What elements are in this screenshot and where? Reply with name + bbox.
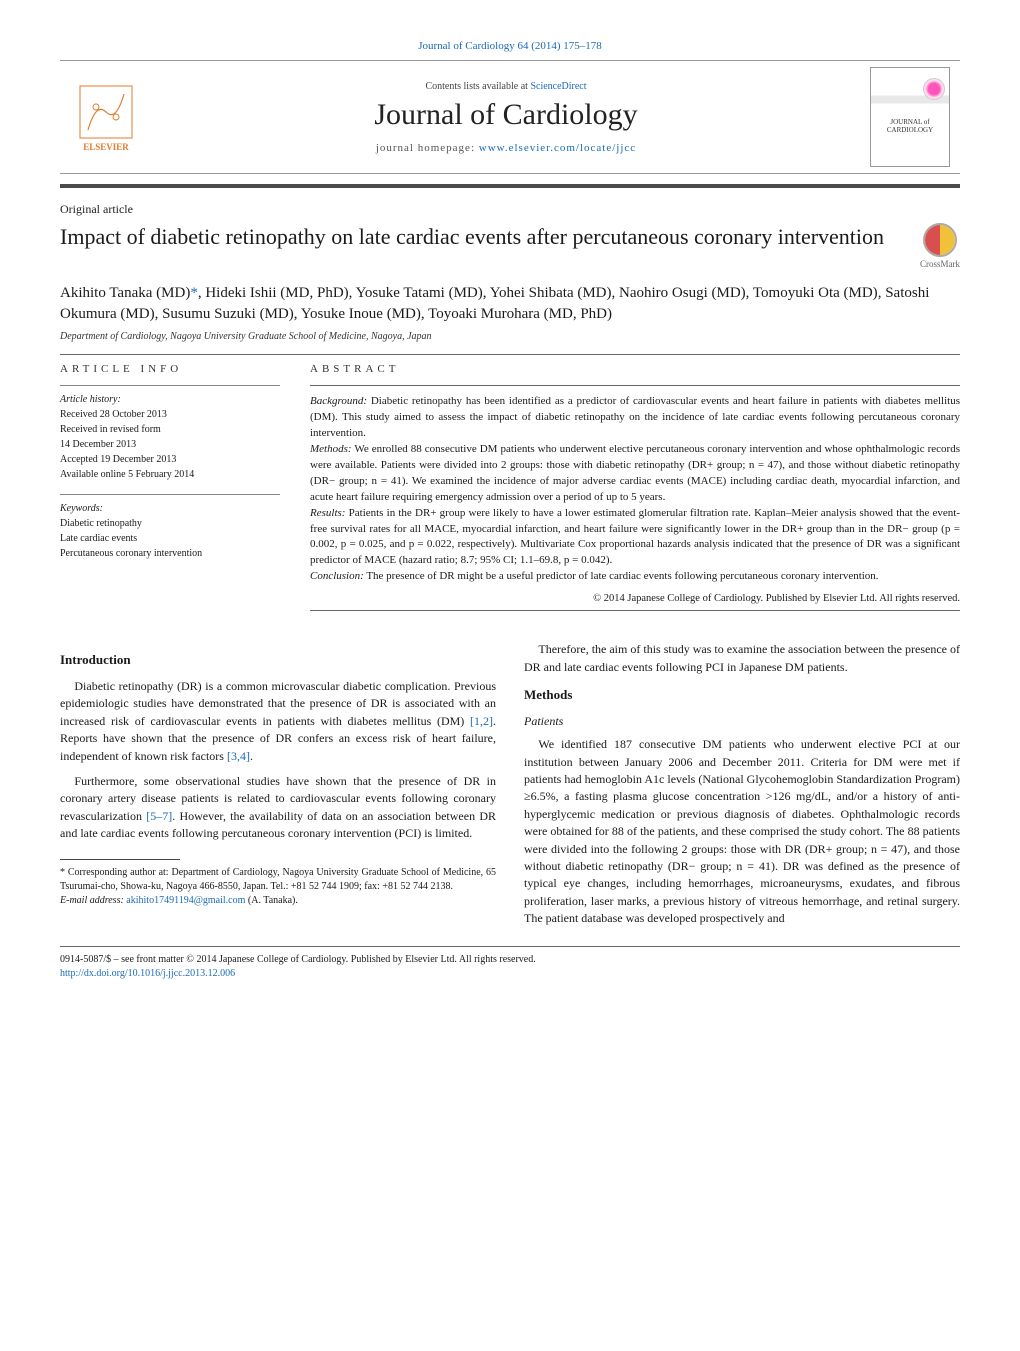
rule (60, 354, 960, 355)
author: Yosuke Tatami (MD) (356, 285, 483, 301)
author: Toyoaki Murohara (MD, PhD) (428, 306, 612, 322)
header-band: ELSEVIER Contents lists available at Sci… (60, 60, 960, 174)
abstract-text: Background: Diabetic retinopathy has bee… (310, 394, 960, 585)
author: Susumu Suzuki (MD) (162, 306, 294, 322)
email-link[interactable]: akihito17491194@gmail.com (126, 895, 245, 906)
section-heading-methods: Methods (524, 686, 960, 705)
footnote-rule (60, 859, 180, 860)
footer-rule (60, 946, 960, 947)
elsevier-logo: ELSEVIER (70, 76, 142, 158)
publisher-label: ELSEVIER (83, 142, 129, 152)
citation-link[interactable]: [5–7] (146, 809, 172, 823)
crossmark-icon (923, 223, 957, 257)
citation-link[interactable]: [3,4] (227, 749, 250, 763)
header-rule (60, 184, 960, 188)
footer-text: 0914-5087/$ – see front matter © 2014 Ja… (60, 953, 960, 981)
author: Yosuke Inoue (MD) (301, 306, 421, 322)
paragraph: Diabetic retinopathy (DR) is a common mi… (60, 678, 496, 765)
contents-line: Contents lists available at ScienceDirec… (142, 81, 870, 92)
paragraph: Furthermore, some observational studies … (60, 773, 496, 843)
journal-name: Journal of Cardiology (142, 98, 870, 132)
author: Yohei Shibata (MD) (490, 285, 612, 301)
author: Akihito Tanaka (MD) (60, 285, 190, 301)
doi-link[interactable]: http://dx.doi.org/10.1016/j.jjcc.2013.12… (60, 968, 235, 979)
affiliation: Department of Cardiology, Nagoya Univers… (60, 331, 960, 342)
rule (310, 385, 960, 386)
corresponding-footnote: * Corresponding author at: Department of… (60, 866, 496, 908)
keywords: Keywords: Diabetic retinopathy Late card… (60, 494, 280, 561)
article-info-heading: ARTICLE INFO (60, 363, 280, 375)
article-title: Impact of diabetic retinopathy on late c… (60, 223, 900, 251)
homepage-line: journal homepage: www.elsevier.com/locat… (142, 142, 870, 154)
article-history: Article history: Received 28 October 201… (60, 385, 280, 482)
rule (310, 610, 960, 611)
author: Naohiro Osugi (MD) (619, 285, 746, 301)
paragraph: We identified 187 consecutive DM patient… (524, 736, 960, 927)
citation-link[interactable]: Journal of Cardiology 64 (2014) 175–178 (60, 40, 960, 52)
article-type: Original article (60, 202, 960, 217)
citation-link[interactable]: [1,2] (470, 714, 493, 728)
crossmark-badge[interactable]: CrossMark (920, 223, 960, 269)
author: Hideki Ishii (MD, PhD) (205, 285, 348, 301)
abstract-heading: ABSTRACT (310, 363, 960, 375)
journal-cover-thumb: JOURNAL ofCARDIOLOGY (870, 67, 950, 167)
sciencedirect-link[interactable]: ScienceDirect (530, 81, 586, 92)
crossmark-label: CrossMark (920, 259, 960, 269)
author: Tomoyuki Ota (MD) (753, 285, 878, 301)
subsection-heading-patients: Patients (524, 713, 960, 730)
section-heading-introduction: Introduction (60, 651, 496, 670)
paragraph: Therefore, the aim of this study was to … (524, 641, 960, 676)
abstract-copyright: © 2014 Japanese College of Cardiology. P… (310, 593, 960, 604)
authors-list: Akihito Tanaka (MD)*, Hideki Ishii (MD, … (60, 283, 960, 325)
corresponding-marker[interactable]: * (190, 285, 198, 301)
homepage-link[interactable]: www.elsevier.com/locate/jjcc (479, 142, 636, 154)
